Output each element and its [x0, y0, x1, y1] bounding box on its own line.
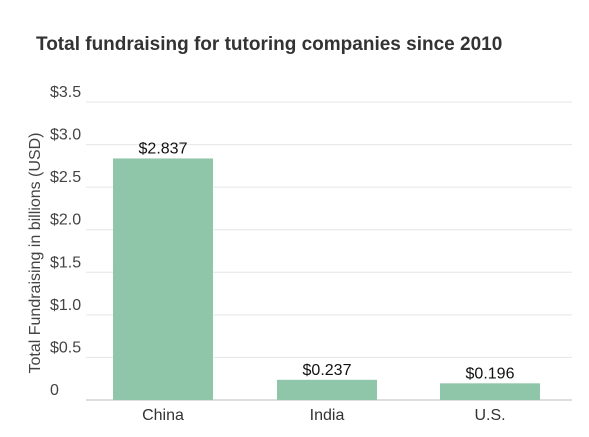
y-tick-label: $3.0: [50, 127, 81, 144]
bar-china: [113, 158, 213, 400]
y-tick-label: $0.5: [50, 339, 81, 356]
y-tick-label: $1.0: [50, 297, 81, 314]
y-tick-label: $2.0: [50, 212, 81, 229]
chart-title: Total fundraising for tutoring companies…: [36, 34, 503, 55]
data-label: $2.837: [139, 140, 188, 157]
x-tick-label: China: [142, 407, 184, 424]
labels: 0 $0.5 $1.0 $1.5 $2.0 $2.5 $3.0 $3.5 $2.837 China…: [50, 84, 515, 424]
y-tick-label: $3.5: [50, 84, 81, 101]
data-label: $0.237: [303, 362, 352, 379]
x-tick-label: U.S.: [474, 407, 505, 424]
bar-us: [440, 383, 540, 400]
x-tick-label: India: [310, 407, 345, 424]
y-tick-label: 0: [50, 382, 59, 399]
y-axis-title: Total Fundraising in billions (USD): [27, 133, 44, 374]
y-tick-label: $2.5: [50, 169, 81, 186]
bar-india: [277, 379, 377, 400]
data-label: $0.196: [466, 365, 515, 382]
bars: [113, 158, 540, 400]
y-tick-label: $1.5: [50, 254, 81, 271]
